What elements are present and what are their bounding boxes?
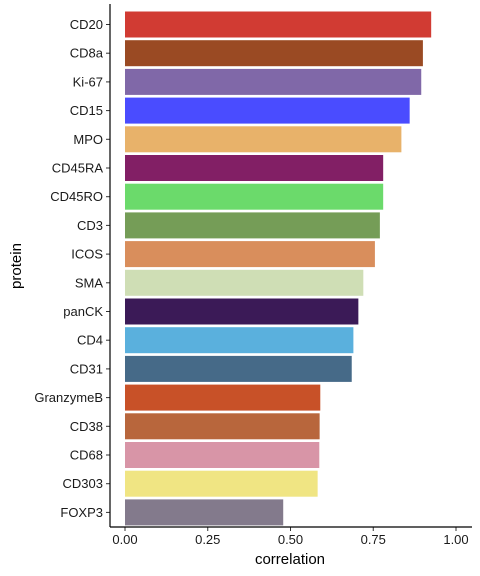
y-tick-label: panCK bbox=[63, 304, 103, 319]
y-tick-label: CD45RO bbox=[50, 189, 103, 204]
y-tick-label: CD3 bbox=[77, 218, 103, 233]
bar-cd68 bbox=[125, 442, 320, 468]
y-tick-label: Ki-67 bbox=[73, 74, 103, 89]
bar-cd303 bbox=[125, 470, 318, 497]
bar-cd20 bbox=[125, 11, 432, 38]
y-tick-label: SMA bbox=[75, 275, 104, 290]
y-tick-labels: CD20 CD8a Ki-67 CD15 MPO CD45RA CD45RO CD3 ICOS S… bbox=[34, 17, 110, 520]
y-tick-label: CD38 bbox=[70, 419, 103, 434]
x-tick-label: 0.50 bbox=[278, 532, 303, 547]
y-tick-label: CD68 bbox=[70, 448, 103, 463]
bar-panck bbox=[125, 298, 359, 325]
bar-foxp3 bbox=[125, 499, 284, 526]
bar-cd45ra bbox=[125, 155, 384, 181]
bar-ki-67 bbox=[125, 68, 422, 95]
x-tick-label: 0.00 bbox=[112, 532, 137, 547]
y-tick-label: CD303 bbox=[63, 476, 103, 491]
bar-icos bbox=[125, 241, 375, 268]
y-tick-label: CD4 bbox=[77, 333, 103, 348]
x-tick-label: 0.25 bbox=[195, 532, 220, 547]
x-tick-label: 0.75 bbox=[361, 532, 386, 547]
bar-granzymeb bbox=[125, 384, 321, 411]
bar-cd3 bbox=[125, 212, 380, 239]
y-axis-title: protein bbox=[8, 243, 25, 289]
bars-group bbox=[125, 11, 432, 526]
bar-sma bbox=[125, 269, 364, 296]
y-tick-label: MPO bbox=[73, 132, 103, 147]
bar-cd45ro bbox=[125, 183, 384, 210]
bar-cd8a bbox=[125, 40, 423, 67]
y-tick-label: ICOS bbox=[71, 247, 103, 262]
y-tick-label: CD15 bbox=[70, 103, 103, 118]
bar-cd31 bbox=[125, 355, 352, 382]
y-tick-label: FOXP3 bbox=[60, 505, 103, 520]
x-tick-label: 1.00 bbox=[443, 532, 468, 547]
bar-cd15 bbox=[125, 97, 410, 124]
y-tick-label: GranzymeB bbox=[34, 390, 103, 405]
bar-mpo bbox=[125, 126, 402, 153]
y-tick-label: CD8a bbox=[70, 46, 104, 61]
x-axis-title: correlation bbox=[255, 551, 325, 568]
bar-cd4 bbox=[125, 327, 354, 354]
x-axis: 0.00 0.25 0.50 0.75 1.00 bbox=[112, 527, 469, 547]
y-tick-label: CD45RA bbox=[52, 161, 104, 176]
y-tick-label: CD31 bbox=[70, 361, 103, 376]
bar-cd38 bbox=[125, 413, 320, 440]
y-tick-label: CD20 bbox=[70, 17, 103, 32]
